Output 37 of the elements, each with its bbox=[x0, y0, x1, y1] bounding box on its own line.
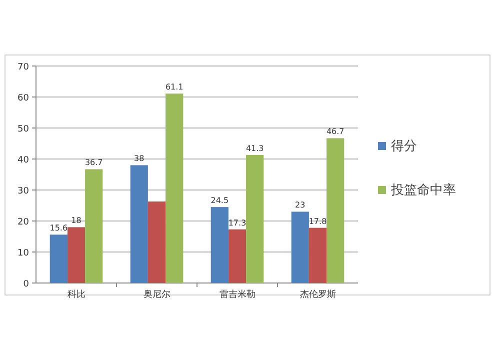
data-label: 24.5 bbox=[210, 196, 229, 206]
x-tick-label: 杰伦罗斯 bbox=[300, 289, 336, 300]
y-tick-label: 40 bbox=[18, 156, 30, 166]
bar bbox=[308, 228, 327, 283]
bar bbox=[228, 229, 246, 283]
data-label: 17.3 bbox=[228, 218, 246, 228]
bar bbox=[210, 207, 228, 283]
bar bbox=[50, 234, 68, 283]
legend-label: 投篮命中率 bbox=[390, 182, 456, 198]
bar bbox=[148, 201, 166, 283]
x-tick-label: 科比 bbox=[67, 289, 86, 300]
bar bbox=[130, 165, 148, 283]
legend-label: 得分 bbox=[391, 139, 417, 154]
data-label: 36.7 bbox=[84, 158, 103, 168]
y-tick-label: 10 bbox=[18, 248, 30, 258]
data-label: 61.1 bbox=[165, 82, 184, 92]
bar bbox=[166, 94, 184, 283]
data-label: 38 bbox=[134, 154, 144, 164]
data-label: 23 bbox=[295, 200, 306, 210]
data-label: 46.7 bbox=[326, 127, 344, 136]
bar bbox=[85, 169, 103, 283]
x-tick-label: 奥尼尔 bbox=[143, 289, 170, 300]
x-tick-label: 雷吉米勒 bbox=[219, 289, 256, 300]
y-tick-label: 20 bbox=[18, 218, 30, 228]
bar bbox=[291, 212, 309, 283]
y-tick-label: 0 bbox=[23, 280, 30, 290]
y-tick-label: 50 bbox=[18, 124, 30, 134]
data-label: 41.3 bbox=[246, 144, 264, 153]
data-label: 17.8 bbox=[308, 216, 327, 226]
bar bbox=[67, 227, 86, 283]
y-tick-label: 70 bbox=[18, 62, 30, 72]
data-label: 15.6 bbox=[50, 224, 68, 233]
y-tick-label: 60 bbox=[18, 94, 30, 104]
y-tick-label: 30 bbox=[18, 186, 30, 196]
data-label: 18 bbox=[71, 216, 82, 226]
bar bbox=[246, 154, 264, 283]
bar bbox=[326, 138, 344, 283]
